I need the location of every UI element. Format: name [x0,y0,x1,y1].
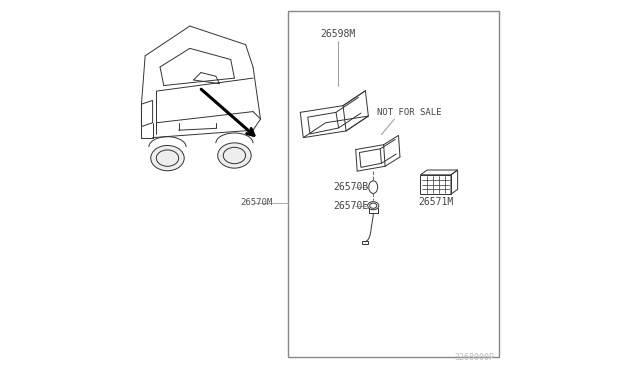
Ellipse shape [367,202,379,210]
Ellipse shape [218,143,251,168]
Text: NOT FOR SALE: NOT FOR SALE [377,108,442,117]
Text: 26570E: 26570E [333,201,368,211]
Text: 26570B: 26570B [333,182,368,192]
Ellipse shape [369,181,378,193]
Text: 26571M: 26571M [418,197,453,207]
Text: 26570M: 26570M [240,198,272,207]
Text: 3268000P: 3268000P [454,353,494,362]
Ellipse shape [151,145,184,171]
Text: 26598M: 26598M [320,29,355,39]
